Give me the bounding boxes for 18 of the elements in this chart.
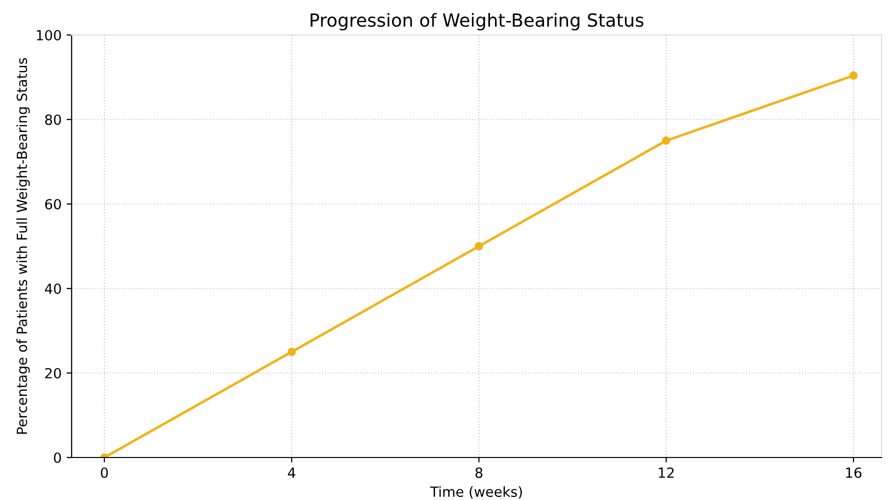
x-tick-label: 16 [846, 467, 862, 478]
point [662, 136, 670, 145]
point [849, 71, 858, 80]
y-axis-title: Percentage of Patients with Full Weight-Bearing Status [16, 58, 30, 434]
y-tick-label: 60 [45, 198, 61, 210]
chart-title: Progression of Weight-Bearing Status [310, 12, 644, 30]
x-tick-label: 4 [288, 468, 296, 478]
y-tick-label: 20 [45, 368, 61, 378]
y-tick-label: 40 [44, 283, 61, 294]
point [474, 242, 484, 250]
y-tick-label: 80 [45, 114, 61, 125]
point [287, 348, 296, 356]
x-tick-label: 12 [658, 467, 674, 478]
x-axis-title: Time (weeks) [430, 486, 522, 499]
y-tick-label: 100 [36, 30, 61, 40]
x-tick-label: 8 [475, 467, 482, 478]
x-tick-label: 0 [100, 467, 108, 478]
y-tick-label: 0 [54, 452, 61, 463]
